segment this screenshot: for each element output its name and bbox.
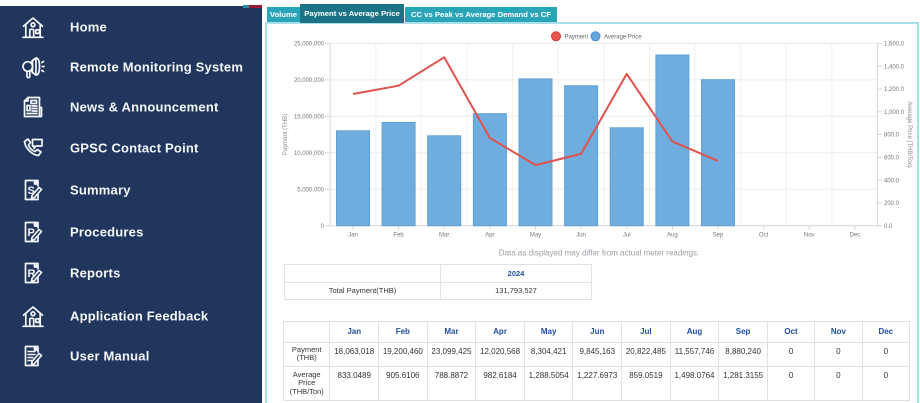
svg-text:Average Price: Average Price bbox=[604, 35, 642, 41]
svg-text:Sep: Sep bbox=[713, 232, 724, 238]
svg-text:Dec: Dec bbox=[850, 232, 861, 238]
svg-text:15,000,000: 15,000,000 bbox=[294, 115, 325, 121]
svg-text:Jul: Jul bbox=[623, 232, 631, 238]
svg-text:Jan: Jan bbox=[348, 232, 358, 238]
svg-text:0: 0 bbox=[321, 224, 325, 230]
svg-text:1,200.0: 1,200.0 bbox=[884, 87, 905, 93]
svg-text:600.0: 600.0 bbox=[884, 156, 900, 162]
svg-text:800.0: 800.0 bbox=[884, 133, 900, 139]
svg-text:S: S bbox=[28, 185, 35, 197]
svg-text:Nov: Nov bbox=[804, 232, 815, 238]
svg-text:25,000,000: 25,000,000 bbox=[294, 42, 325, 48]
svg-text:Data as displayed may differ f: Data as displayed may differ from actual… bbox=[499, 249, 699, 258]
svg-text:1,400.0: 1,400.0 bbox=[884, 64, 905, 70]
svg-text:Mar: Mar bbox=[439, 232, 449, 238]
svg-text:1,000.0: 1,000.0 bbox=[884, 110, 905, 116]
svg-text:Payment (THB): Payment (THB) bbox=[283, 114, 289, 155]
svg-text:5,000,000: 5,000,000 bbox=[297, 187, 324, 193]
svg-text:Feb: Feb bbox=[393, 232, 404, 238]
svg-text:200.0: 200.0 bbox=[884, 201, 900, 207]
svg-text:Apr: Apr bbox=[485, 232, 494, 238]
svg-text:Payment: Payment bbox=[565, 35, 589, 41]
svg-text:Oct: Oct bbox=[759, 232, 769, 238]
svg-text:Aug: Aug bbox=[667, 232, 678, 238]
svg-text:20,000,000: 20,000,000 bbox=[294, 78, 325, 84]
svg-text:400.0: 400.0 bbox=[884, 178, 900, 184]
svg-text:R: R bbox=[28, 268, 36, 280]
svg-text:Average Price (THB/Ton): Average Price (THB/Ton) bbox=[906, 101, 912, 168]
svg-text:May: May bbox=[530, 232, 541, 238]
svg-text:10,000,000: 10,000,000 bbox=[294, 151, 325, 157]
svg-text:0.0: 0.0 bbox=[884, 224, 893, 230]
svg-text:P: P bbox=[28, 227, 35, 239]
svg-text:Jun: Jun bbox=[576, 232, 586, 238]
svg-text:1,600.0: 1,600.0 bbox=[884, 42, 905, 48]
